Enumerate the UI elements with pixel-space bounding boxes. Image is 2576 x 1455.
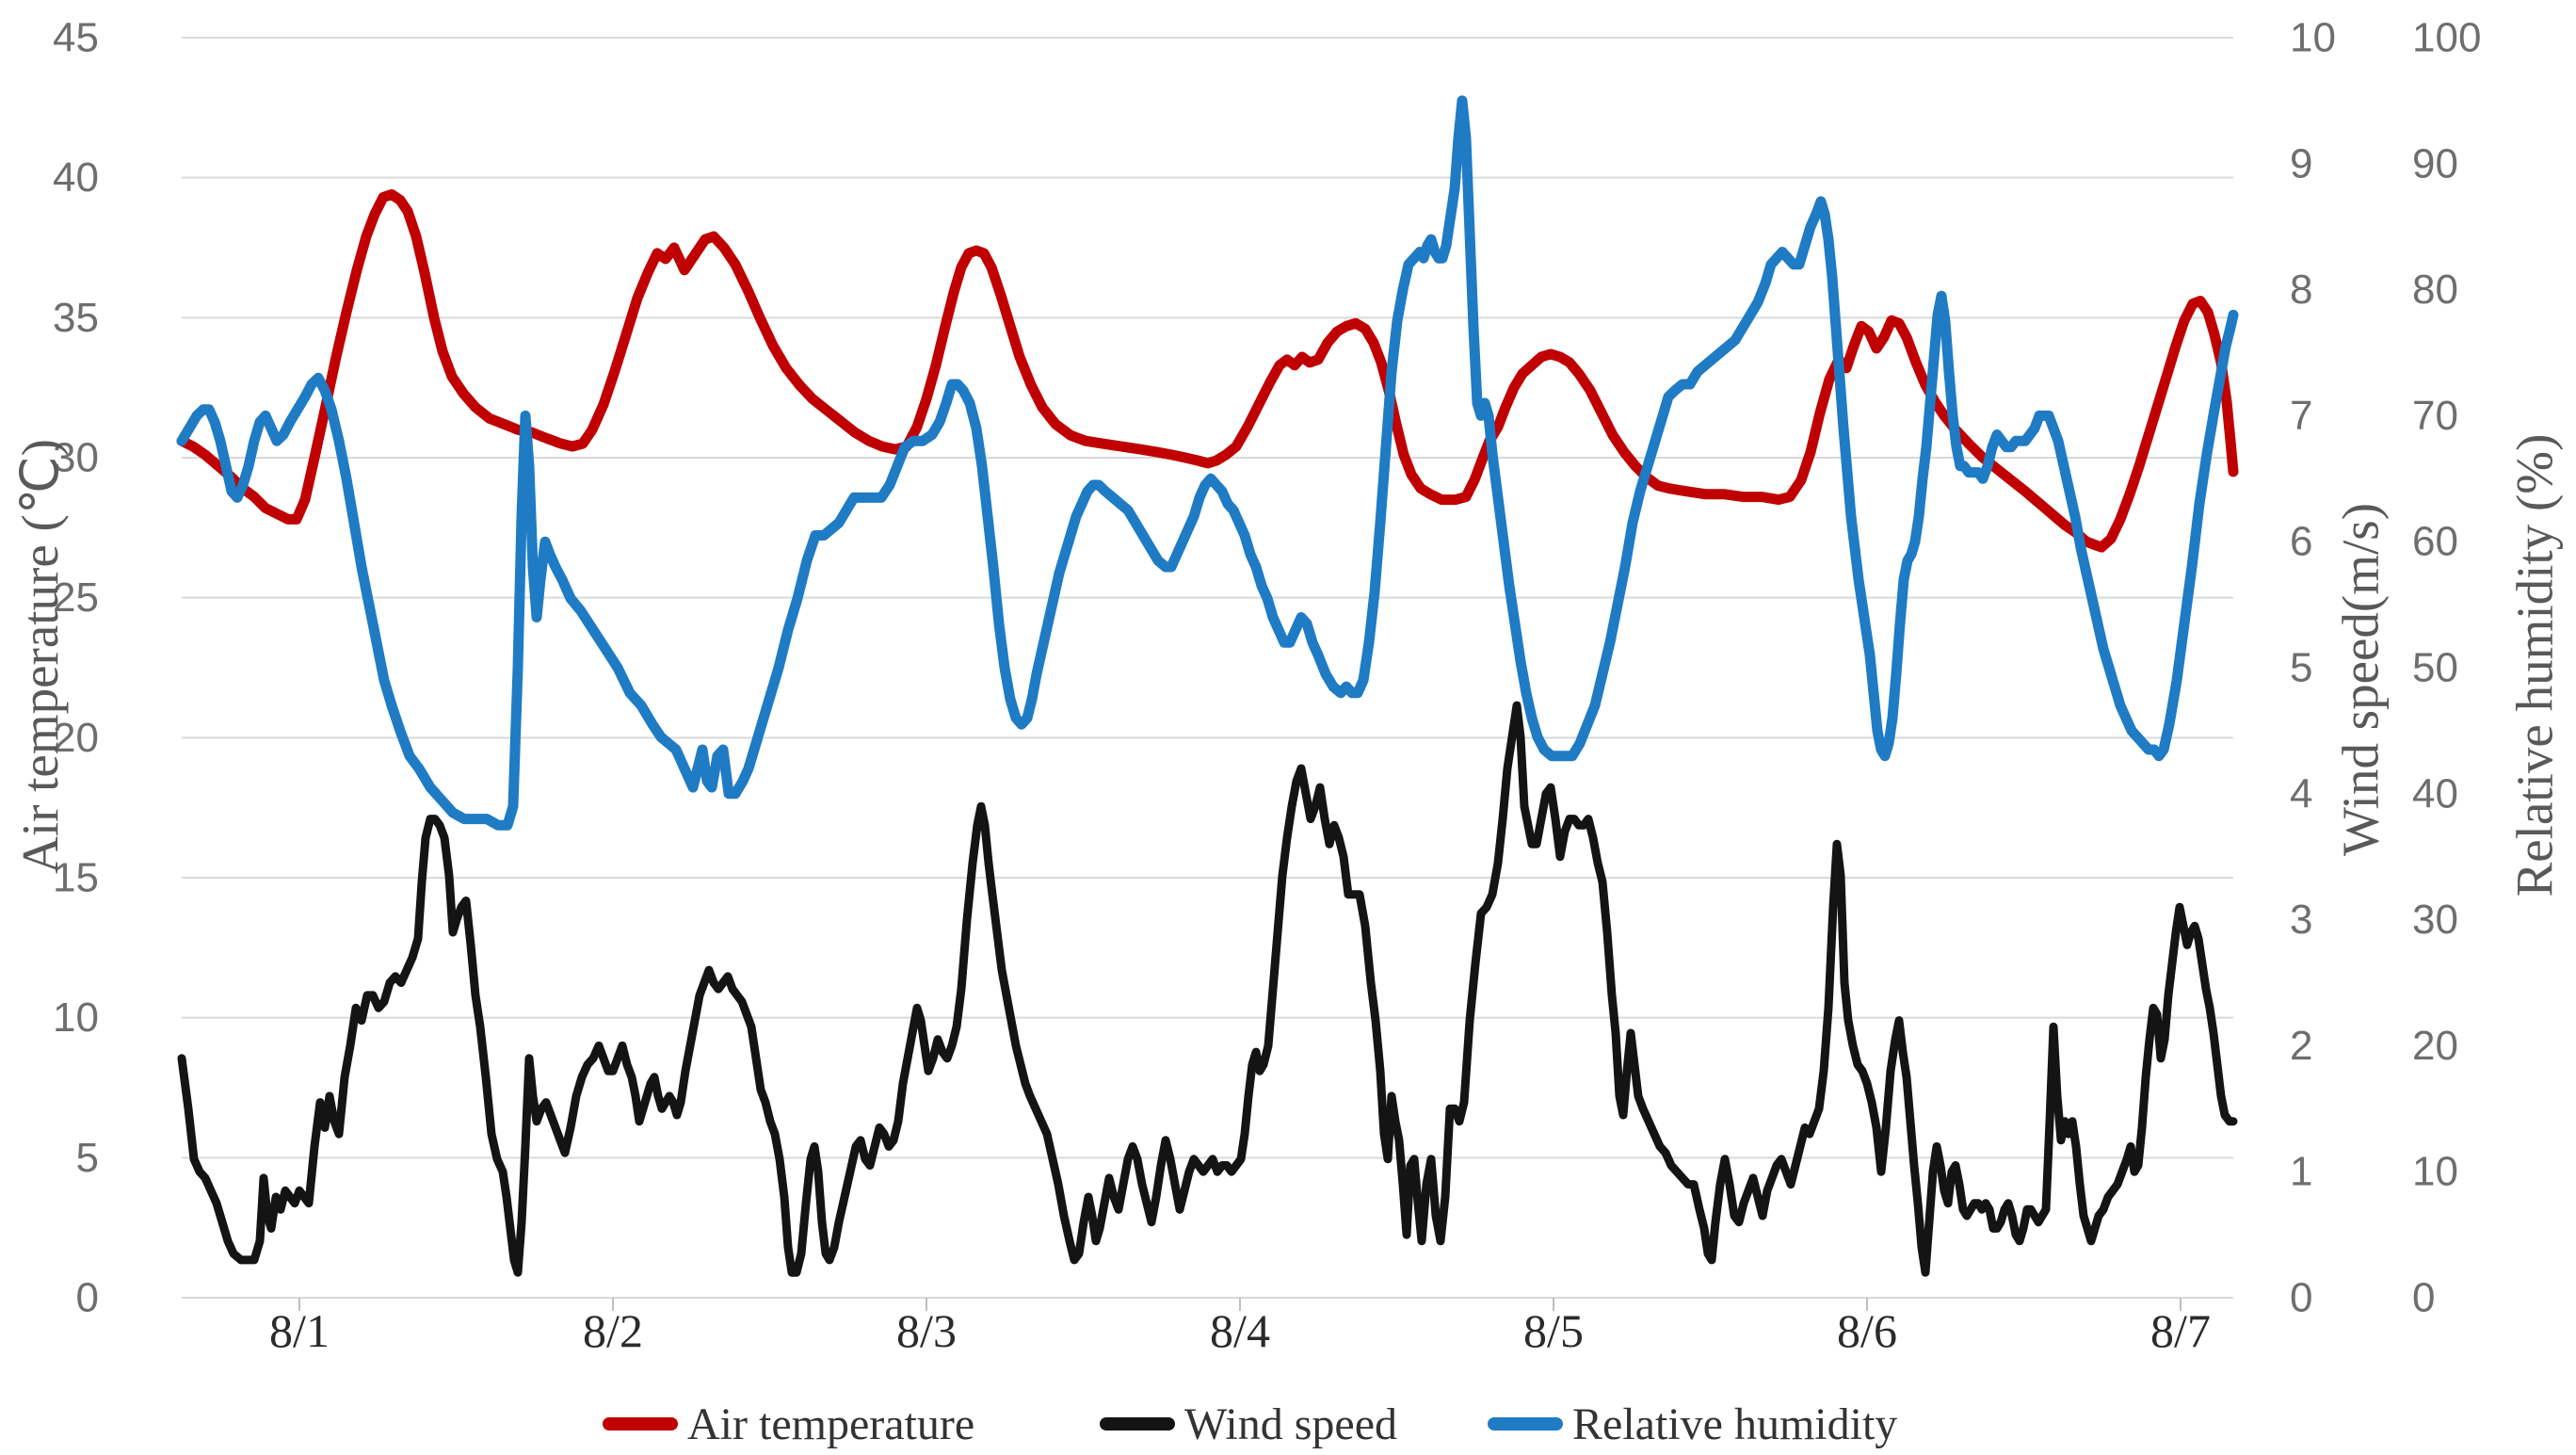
- y-tick-label: 25: [53, 574, 99, 621]
- y-tick-label: 5: [2290, 645, 2312, 691]
- y-tick-label: 8: [2290, 267, 2312, 313]
- x-tick-label: 8/5: [1523, 1304, 1584, 1357]
- legend-item-air-temperature: Air temperature: [603, 1396, 974, 1452]
- air-temperature-swatch-icon: [603, 1417, 678, 1431]
- y-tick-label: 4: [2290, 770, 2312, 816]
- x-tick-label: 8/3: [896, 1304, 957, 1357]
- y-tick-label: 30: [53, 435, 99, 481]
- x-tick-label: 8/4: [1210, 1304, 1270, 1357]
- legend-item-wind-speed: Wind speed: [1100, 1396, 1397, 1452]
- y-tick-label: 90: [2412, 140, 2458, 186]
- y-tick-label: 70: [2412, 393, 2458, 439]
- y-tick-label: 10: [53, 994, 99, 1041]
- y-tick-label: 20: [53, 715, 99, 761]
- y-tick-label: 9: [2290, 140, 2312, 186]
- wind-speed-line: [177, 701, 2238, 1277]
- y-tick-label: 6: [2290, 519, 2312, 565]
- x-tick-label: 8/2: [583, 1304, 643, 1357]
- relative-humidity-line: [176, 95, 2239, 831]
- legend-item-relative-humidity: Relative humidity: [1488, 1396, 1897, 1452]
- y-axis-title-air-temperature: Air temperature (℃): [11, 439, 69, 874]
- y-tick-label: 5: [76, 1135, 99, 1181]
- y-tick-label: 3: [2290, 897, 2312, 943]
- relative-humidity-swatch-icon: [1488, 1417, 1563, 1431]
- y-tick-label: 0: [76, 1275, 99, 1321]
- y-tick-label: 45: [53, 15, 99, 61]
- y-tick-label: 60: [2412, 519, 2458, 565]
- legend: Air temperature Wind speed Relative humi…: [0, 1396, 2576, 1452]
- y-tick-label: 50: [2412, 645, 2458, 691]
- legend-label: Air temperature: [687, 1398, 975, 1449]
- y-tick-label: 100: [2412, 15, 2481, 61]
- y-tick-label: 2: [2290, 1023, 2312, 1069]
- y-tick-label: 80: [2412, 267, 2458, 313]
- y-axis-title-wind-speed: Wind speed(m/s): [2331, 502, 2390, 857]
- y-tick-label: 10: [2290, 15, 2336, 61]
- wind-speed-swatch-icon: [1100, 1417, 1175, 1431]
- y-tick-label: 0: [2290, 1275, 2312, 1321]
- y-tick-label: 40: [53, 154, 99, 201]
- y-tick-label: 30: [2412, 897, 2458, 943]
- legend-label: Wind speed: [1184, 1398, 1398, 1449]
- x-tick-label: 8/6: [1837, 1304, 1897, 1357]
- y-axis-title-relative-humidity: Relative humidity (%): [2505, 433, 2564, 897]
- x-tick-label: 8/1: [269, 1304, 330, 1357]
- legend-label: Relative humidity: [1572, 1398, 1898, 1449]
- y-tick-label: 20: [2412, 1023, 2458, 1069]
- y-tick-label: 10: [2412, 1149, 2458, 1195]
- x-tick-label: 8/7: [2150, 1304, 2211, 1357]
- y-tick-label: 7: [2290, 393, 2312, 439]
- y-tick-label: 0: [2412, 1275, 2435, 1321]
- y-tick-label: 1: [2290, 1149, 2312, 1195]
- y-tick-label: 40: [2412, 770, 2458, 816]
- y-tick-label: 35: [53, 295, 99, 341]
- y-tick-label: 15: [53, 855, 99, 901]
